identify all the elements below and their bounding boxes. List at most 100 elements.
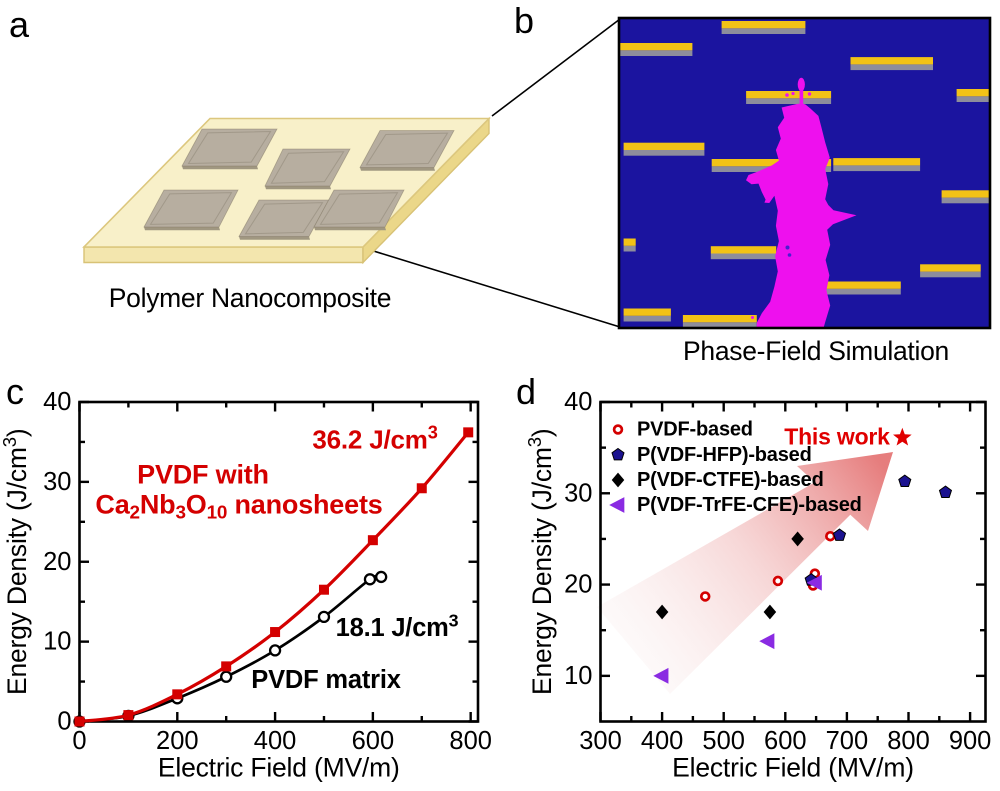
square-marker <box>318 584 329 595</box>
annotation-series-black: PVDF matrix <box>251 666 400 694</box>
triangle-left-marker <box>759 633 775 650</box>
triangle-left-marker <box>653 667 669 684</box>
panel-b-caption: Phase-Field Simulation <box>683 335 949 366</box>
legend-label: P(VDF-HFP)-based <box>637 444 812 466</box>
simulation-nanosheet <box>746 91 832 104</box>
series-pvdf-with-ca2nb3o10-nanosheets <box>74 427 474 727</box>
square-marker <box>270 627 281 638</box>
annotation-value-red: 36.2 J/cm3 <box>312 422 437 454</box>
simulation-nanosheet <box>721 21 806 34</box>
simulation-nanosheet <box>710 246 777 260</box>
nanosheet-array <box>143 128 455 240</box>
x-tick-label: 300 <box>579 727 622 755</box>
plot-frame <box>599 400 987 723</box>
nanosheet-3d <box>264 148 351 190</box>
simulation-nanosheet <box>941 190 990 204</box>
legend-label: PVDF-based <box>637 419 753 441</box>
legend: PVDF-based P(VDF-HFP)-based P(VDF-CTFE)-ba… <box>609 419 862 516</box>
x-tick-label: 700 <box>826 727 869 755</box>
simulation-nanosheet <box>819 281 901 295</box>
simulation-nanosheet <box>920 264 981 278</box>
diamond-marker <box>763 604 777 620</box>
ticks <box>599 400 986 722</box>
phase-field-simulation-image <box>617 16 992 330</box>
y-tick-label: 0 <box>57 708 71 736</box>
tick-labels: 300 400 500 600 700 800 900 10 20 30 40 <box>564 388 991 755</box>
panel-label-a: a <box>9 4 30 45</box>
y-tick-label: 10 <box>564 662 592 690</box>
y-tick-label: 20 <box>43 548 71 576</box>
y-tick-label: 20 <box>564 571 592 599</box>
circle-open-marker <box>363 573 377 586</box>
diamond-marker <box>655 604 669 620</box>
panel-label-b: b <box>514 0 535 41</box>
annotation-this-work: This work <box>784 423 890 449</box>
square-marker <box>367 535 378 546</box>
circle-open-marker <box>375 570 388 584</box>
x-axis-label: Electric Field (MV/m) <box>672 753 914 783</box>
nanosheet-3d <box>313 189 405 231</box>
triangle-left-marker <box>806 574 822 591</box>
y-tick-label: 30 <box>43 468 71 496</box>
x-axis-label: Electric Field (MV/m) <box>158 753 400 783</box>
y-axis-label: Energy Density (J/cm3) <box>0 428 32 695</box>
x-tick-label: 400 <box>254 727 297 755</box>
simulation-nanosheet <box>956 89 990 102</box>
y-tick-label: 10 <box>43 628 71 656</box>
annotation-series-red-2: Ca2Nb3O10 nanosheets <box>95 490 382 524</box>
simulation-frame <box>617 16 992 330</box>
x-tick-label: 0 <box>72 727 86 755</box>
series-this-work <box>893 427 912 446</box>
x-tick-label: 500 <box>702 727 745 755</box>
square-marker <box>221 661 232 672</box>
y-axis-label: Energy Density (J/cm3) <box>524 428 557 695</box>
breakdown-tree <box>746 77 857 328</box>
nanosheet-3d <box>359 130 455 171</box>
simulation-nanosheet <box>623 142 705 156</box>
circle-open-marker <box>772 575 784 587</box>
y-tick-label: 40 <box>43 388 71 416</box>
tick-labels: 0 200 400 600 800 0 10 20 30 40 <box>43 388 492 755</box>
legend-item: P(VDF-TrFE-CFE)-based <box>609 494 862 516</box>
square-marker <box>416 483 427 494</box>
annotation-series-red-1: PVDF with <box>137 460 269 490</box>
trend-arrow <box>597 452 893 694</box>
legend-marker <box>611 472 625 488</box>
circle-open-marker <box>317 610 331 624</box>
annotation-value-black: 18.1 J/cm3 <box>336 610 459 642</box>
x-tick-label: 800 <box>449 727 492 755</box>
x-tick-label: 600 <box>352 727 395 755</box>
series-line <box>79 574 382 723</box>
zoom-guide-line-bottom <box>366 248 621 328</box>
nanosheet-3d <box>143 189 239 231</box>
legend-label: P(VDF-TrFE-CFE)-based <box>637 494 862 516</box>
zoom-guide-line-top <box>491 18 621 117</box>
x-tick-label: 200 <box>156 727 199 755</box>
simulation-nanosheet <box>682 315 757 328</box>
square-marker <box>463 427 474 438</box>
nanosheet-3d <box>181 128 278 170</box>
panel-label-c: c <box>6 371 24 412</box>
energy-density-line-chart: 0 200 400 600 800 0 10 20 30 40 Electric Field (MV… <box>0 388 492 783</box>
series-pvdf-matrix <box>73 570 388 728</box>
circle-open-marker <box>825 530 836 542</box>
y-tick-label: 30 <box>564 479 592 507</box>
pentagon-marker <box>898 474 912 488</box>
energy-density-scatter-chart: 300 400 500 600 700 800 900 10 20 30 40 Electric Fi… <box>524 388 991 783</box>
simulation-content <box>619 21 990 328</box>
series-p-vdf-ctfe-based <box>655 531 804 620</box>
square-marker <box>74 716 85 727</box>
legend-item: PVDF-based <box>612 419 753 441</box>
breakdown-tip <box>797 77 805 92</box>
x-tick-label: 900 <box>949 727 992 755</box>
square-marker <box>172 689 183 700</box>
pentagon-marker <box>832 528 847 541</box>
nanosheet-3d <box>238 199 330 240</box>
legend-label: P(VDF-CTFE)-based <box>637 469 824 491</box>
legend-item: P(VDF-HFP)-based <box>611 444 812 466</box>
series-p-vdf-hfp-based <box>804 474 953 586</box>
simulation-nanosheet <box>623 308 671 322</box>
nanocomposite-illustration <box>82 18 621 328</box>
simulation-nanosheet <box>619 43 693 56</box>
